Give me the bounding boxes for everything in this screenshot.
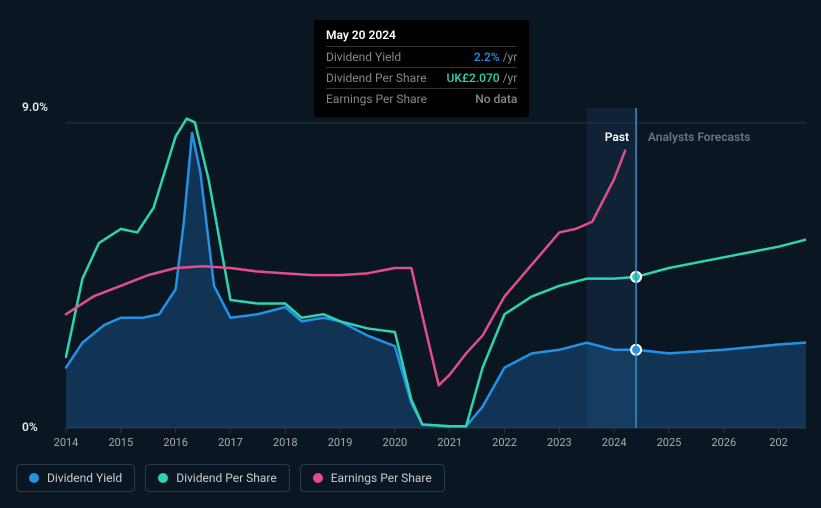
tooltip-date: May 20 2024 [326, 28, 517, 46]
x-axis-label: 2021 [437, 436, 462, 449]
dividend-chart[interactable] [16, 108, 806, 458]
y-axis-label: 9.0% [22, 100, 48, 114]
x-axis-label: 2017 [218, 436, 243, 449]
x-axis-label: 2020 [383, 436, 408, 449]
x-axis-label: 2018 [273, 436, 298, 449]
x-axis-label: 2019 [328, 436, 353, 449]
chart-container: 9.0%0%2014201520162017201820192020202120… [16, 108, 806, 428]
x-axis-label: 2022 [492, 436, 517, 449]
legend-item[interactable]: Earnings Per Share [300, 464, 445, 492]
chart-tooltip: May 20 2024Dividend Yield2.2% /yrDividen… [314, 20, 529, 117]
x-axis-label: 2016 [163, 436, 188, 449]
tooltip-row: Earnings Per Share No data [326, 88, 517, 109]
region-label: Analysts Forecasts [648, 130, 750, 144]
y-axis-label: 0% [22, 420, 38, 434]
legend-dot-icon [158, 473, 168, 483]
legend-label: Dividend Yield [47, 471, 122, 485]
tooltip-metric-value: UK£2.070 /yr [447, 71, 518, 85]
x-axis-label: 2026 [711, 436, 736, 449]
tooltip-metric-label: Earnings Per Share [326, 92, 427, 106]
legend-label: Dividend Per Share [176, 471, 277, 485]
x-axis-label: 2025 [657, 436, 682, 449]
legend: Dividend Yield Dividend Per Share Earnings… [16, 464, 445, 492]
tooltip-row: Dividend Per Share UK£2.070 /yr [326, 67, 517, 88]
x-axis-label: 2023 [547, 436, 572, 449]
tooltip-row: Dividend Yield 2.2% /yr [326, 46, 517, 67]
tooltip-metric-value: 2.2% /yr [474, 50, 517, 64]
x-axis-label: 2024 [602, 436, 627, 449]
tooltip-metric-value: No data [475, 92, 517, 106]
region-label: Past [605, 130, 629, 144]
legend-dot-icon [313, 473, 323, 483]
legend-dot-icon [29, 473, 39, 483]
tooltip-metric-label: Dividend Per Share [326, 71, 427, 85]
tooltip-metric-label: Dividend Yield [326, 50, 401, 64]
legend-item[interactable]: Dividend Yield [16, 464, 135, 492]
legend-label: Earnings Per Share [331, 471, 432, 485]
legend-item[interactable]: Dividend Per Share [145, 464, 290, 492]
x-axis-label: 202 [769, 436, 788, 449]
x-axis-label: 2015 [108, 436, 133, 449]
x-axis-label: 2014 [54, 436, 79, 449]
